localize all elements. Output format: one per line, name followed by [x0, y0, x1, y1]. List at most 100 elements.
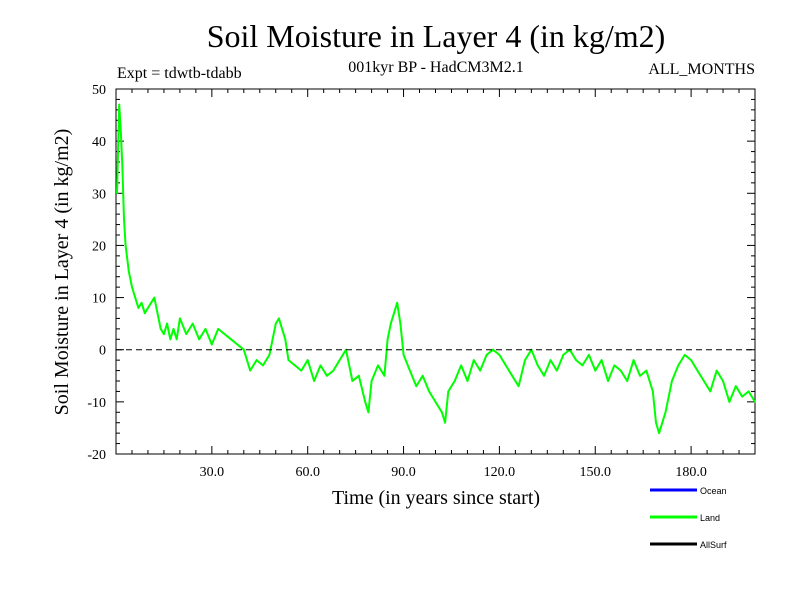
data-point [754, 401, 756, 403]
data-point [613, 364, 616, 367]
x-tick-label: 30.0 [200, 465, 225, 480]
data-point [370, 380, 373, 382]
data-point [492, 348, 494, 351]
data-point [150, 301, 153, 304]
data-point [428, 390, 430, 393]
data-point [664, 411, 667, 414]
data-point [287, 359, 290, 361]
x-tick-label: 180.0 [675, 465, 707, 480]
data-point [651, 390, 654, 393]
data-point [175, 338, 178, 341]
data-point [741, 395, 744, 398]
data-point [393, 312, 395, 315]
months-label: ALL_MONTHS [648, 61, 755, 78]
data-point [588, 354, 590, 356]
data-point [169, 338, 172, 341]
data-point [319, 364, 322, 367]
data-point [386, 338, 389, 341]
y-axis-label: Soil Moisture in Layer 4 (in kg/m2) [51, 129, 73, 416]
series-line-land [116, 103, 756, 435]
data-point [472, 359, 475, 361]
data-point [332, 369, 335, 372]
data-point [278, 317, 280, 320]
data-point [119, 129, 122, 132]
y-tick-label: 0 [99, 344, 106, 359]
y-tick-label: -20 [87, 448, 106, 463]
data-point [223, 333, 226, 335]
data-point [377, 364, 379, 367]
data-point [134, 296, 137, 299]
data-point [204, 328, 207, 330]
plot-frame [115, 88, 756, 455]
legend-label-land: Land [700, 513, 720, 523]
data-point [367, 411, 370, 414]
x-axis-label: Time (in years since start) [332, 487, 540, 509]
data-point [607, 380, 609, 382]
data-point [562, 354, 565, 356]
data-point [364, 401, 367, 403]
data-point [300, 369, 303, 372]
data-point [594, 369, 597, 372]
data-point [549, 359, 552, 361]
data-point [447, 390, 450, 393]
data-point [421, 374, 424, 377]
x-tick-label: 120.0 [484, 465, 516, 480]
data-point [671, 380, 673, 382]
data-point [210, 343, 213, 346]
data-point [504, 364, 507, 367]
x-axis: 30.0 60.0 90.0 120.0 150.0 180.0 [131, 89, 740, 480]
data-point [236, 343, 239, 346]
y-tick-label: -10 [87, 396, 106, 411]
data-point [444, 421, 446, 424]
data-point [728, 401, 731, 403]
data-point [153, 296, 156, 299]
data-point [389, 322, 392, 325]
data-point [543, 374, 545, 377]
legend: Ocean Land AllSurf [650, 486, 727, 550]
data-point [415, 385, 418, 388]
data-point [124, 244, 127, 247]
data-point [600, 359, 603, 361]
data-point [466, 380, 469, 382]
data-point [179, 317, 181, 320]
data-point [137, 307, 140, 309]
data-point [262, 364, 264, 367]
x-tick-label: 90.0 [391, 465, 416, 480]
data-point [118, 103, 121, 106]
y-tick-label: 10 [92, 292, 106, 307]
data-point [383, 374, 386, 377]
data-point [709, 390, 712, 393]
data-point [734, 385, 737, 388]
data-point [626, 380, 629, 382]
data-point [326, 374, 328, 377]
data-point [696, 369, 699, 372]
data-point [575, 359, 577, 361]
expt-label: Expt = tdwtb-tdabb [117, 65, 242, 82]
data-point [683, 354, 686, 356]
data-point [434, 401, 437, 403]
data-point [357, 374, 360, 377]
data-point [268, 354, 271, 356]
data-point [619, 369, 622, 372]
data-point [402, 354, 405, 356]
data-point [399, 322, 402, 325]
series-layer [116, 103, 756, 435]
data-point [281, 328, 283, 330]
data-point [524, 359, 526, 361]
data-point [217, 328, 220, 330]
data-point [166, 322, 169, 325]
data-point [581, 364, 584, 367]
data-point [715, 369, 718, 372]
data-point [121, 166, 124, 169]
y-tick-label: 30 [92, 187, 106, 202]
data-point [230, 338, 232, 341]
data-point [242, 348, 245, 351]
x-tick-label: 150.0 [580, 465, 612, 480]
data-point [677, 364, 680, 367]
data-point [396, 301, 399, 304]
data-point [556, 369, 558, 372]
data-point [255, 359, 258, 361]
data-point [116, 192, 118, 195]
chart-title: Soil Moisture in Layer 4 (in kg/m2) [207, 18, 666, 54]
